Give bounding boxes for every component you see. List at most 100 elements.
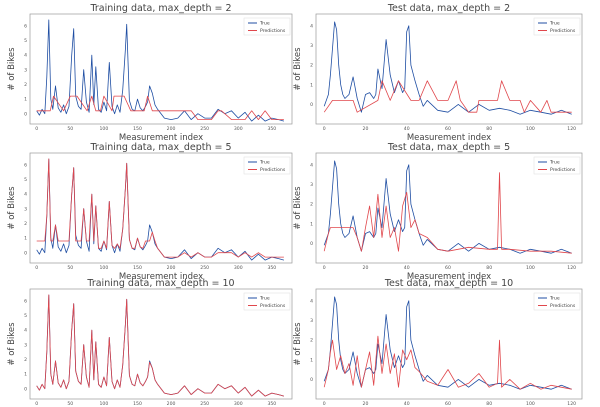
y-tick-label: 4	[310, 298, 313, 304]
y-tick-label: 0	[310, 102, 313, 108]
x-tick-label: 300	[234, 126, 243, 132]
y-tick-label: 6	[24, 162, 27, 168]
legend-true-label: True	[259, 296, 270, 302]
x-tick-label: 40	[404, 126, 410, 132]
y-tick-label: 5	[24, 177, 27, 183]
y-tick-label: 0	[310, 241, 313, 247]
y-tick-label: 4	[24, 192, 27, 198]
legend-true-label: True	[549, 296, 560, 302]
x-tick-label: 80	[486, 265, 492, 271]
y-tick-label: 0	[310, 377, 313, 383]
x-tick-label: 100	[100, 126, 109, 132]
x-tick-label: 20	[363, 265, 369, 271]
x-axis-label: Measurement index	[407, 133, 491, 143]
x-tick-label: 150	[133, 265, 142, 271]
x-tick-label: 200	[167, 401, 176, 407]
y-axis-label: # of Bikes	[293, 322, 303, 366]
x-tick-label: 350	[267, 126, 276, 132]
x-tick-label: 0	[35, 265, 38, 271]
x-tick-label: 120	[567, 401, 576, 407]
predictions-series-line	[36, 294, 285, 397]
y-tick-label: 1	[24, 236, 27, 242]
x-tick-label: 150	[133, 126, 142, 132]
legend-predictions-label: Predictions	[550, 167, 576, 173]
x-tick-label: 0	[35, 401, 38, 407]
y-tick-label: 4	[24, 328, 27, 334]
x-tick-label: 0	[323, 401, 326, 407]
x-tick-label: 120	[567, 265, 576, 271]
x-tick-label: 100	[100, 265, 109, 271]
y-tick-label: 1	[24, 372, 27, 378]
y-tick-label: 2	[24, 357, 27, 363]
true-series-line	[323, 296, 572, 390]
panel-test-depth-10: Test data, max_depth = 10Measurement ind…	[293, 278, 583, 407]
x-tick-label: 60	[445, 401, 451, 407]
y-tick-label: 4	[310, 23, 313, 29]
y-tick-label: 2	[24, 221, 27, 227]
chart-title: Test data, max_depth = 5	[387, 142, 510, 153]
chart-title: Training data, max_depth = 2	[89, 3, 231, 14]
panel-train-depth-10: Training data, max_depth = 10Measurement…	[7, 278, 293, 407]
panel-train-depth-5: Training data, max_depth = 5 Measurement …	[7, 142, 293, 282]
legend-predictions-label: Predictions	[550, 303, 576, 309]
x-axis-label: Measurement index	[119, 272, 203, 282]
x-tick-label: 300	[234, 265, 243, 271]
y-tick-label: 1	[24, 97, 27, 103]
x-tick-label: 60	[445, 265, 451, 271]
y-tick-label: 3	[310, 318, 313, 324]
y-tick-label: 2	[310, 63, 313, 69]
legend-predictions-label: Predictions	[260, 303, 286, 309]
x-tick-label: 0	[35, 126, 38, 132]
x-tick-label: 50	[67, 265, 73, 271]
x-tick-label: 250	[200, 126, 209, 132]
y-tick-label: 6	[24, 298, 27, 304]
x-tick-label: 350	[267, 265, 276, 271]
x-tick-label: 50	[67, 401, 73, 407]
chart-title: Training data, max_depth = 5	[89, 142, 231, 153]
panel-test-depth-5: Test data, max_depth = 5 Measurement inde…	[293, 142, 583, 282]
y-tick-label: 1	[310, 82, 313, 88]
predictions-series-line	[323, 172, 572, 254]
x-tick-label: 300	[234, 401, 243, 407]
x-tick-label: 0	[323, 126, 326, 132]
y-tick-label: 5	[24, 313, 27, 319]
predictions-series-line	[36, 95, 284, 120]
x-tick-label: 0	[323, 265, 326, 271]
legend-true-label: True	[259, 21, 270, 27]
x-tick-label: 20	[363, 126, 369, 132]
x-tick-label: 20	[363, 401, 369, 407]
x-tick-label: 100	[100, 401, 109, 407]
y-tick-label: 4	[24, 53, 27, 59]
chart-title: Training data, max_depth = 10	[86, 278, 234, 289]
predictions-series-line	[323, 335, 572, 390]
y-tick-label: 1	[310, 357, 313, 363]
y-axis-label: # of Bikes	[293, 186, 303, 230]
y-tick-label: 3	[24, 67, 27, 73]
y-tick-label: 3	[310, 182, 313, 188]
y-axis-label: # of Bikes	[7, 47, 17, 91]
y-tick-label: 0	[24, 386, 27, 392]
y-tick-label: 5	[24, 38, 27, 44]
x-tick-label: 250	[200, 265, 209, 271]
x-tick-label: 80	[486, 126, 492, 132]
x-tick-label: 200	[167, 265, 176, 271]
y-tick-label: 1	[310, 221, 313, 227]
y-tick-label: 2	[310, 338, 313, 344]
y-tick-label: 2	[310, 202, 313, 208]
true-series-line	[323, 21, 572, 115]
legend-true-label: True	[259, 160, 270, 166]
x-tick-label: 60	[445, 126, 451, 132]
y-tick-label: 3	[24, 206, 27, 212]
y-axis-label: # of Bikes	[7, 186, 17, 230]
y-tick-label: 6	[24, 23, 27, 29]
x-tick-label: 80	[486, 401, 492, 407]
x-tick-label: 120	[567, 126, 576, 132]
legend-true-label: True	[549, 160, 560, 166]
x-tick-label: 100	[526, 126, 535, 132]
x-tick-label: 100	[526, 401, 535, 407]
x-axis-label: Measurement index	[407, 272, 491, 282]
y-axis-label: # of Bikes	[7, 322, 17, 366]
y-tick-label: 2	[24, 82, 27, 88]
predictions-series-line	[36, 158, 284, 258]
